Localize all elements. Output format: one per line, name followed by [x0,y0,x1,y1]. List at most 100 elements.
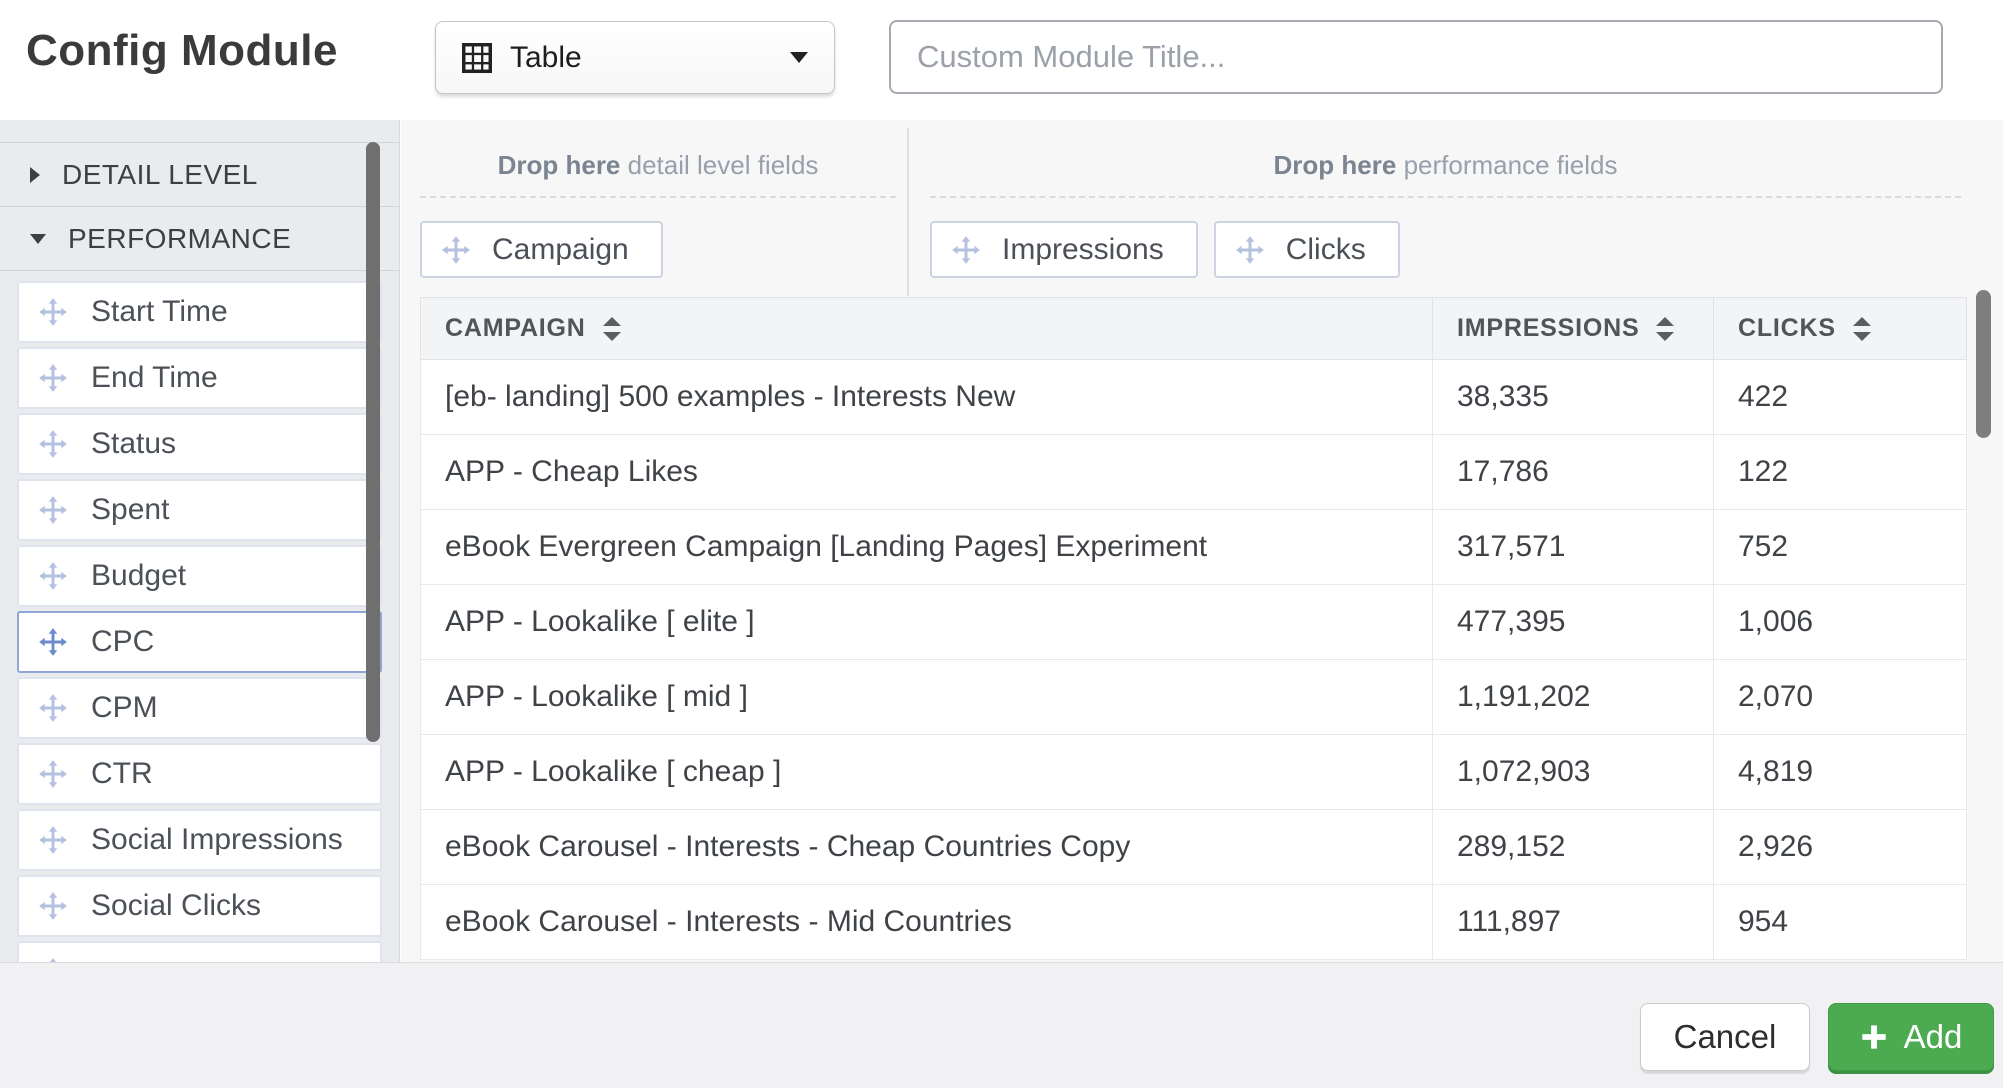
dropzone-dashed-line [420,196,896,198]
performance-dropzone[interactable]: Drop here performance fields Impressions… [930,120,1961,278]
sort-icon[interactable] [602,316,622,342]
sidebar-field-label: Social Impressions [91,823,343,856]
dropped-field-chip[interactable]: Campaign [420,221,663,278]
sidebar-field-label: Social Clicks [91,889,262,922]
sidebar-field-label: Budget [91,559,187,592]
impressions-cell: 38,335 [1432,359,1714,435]
sort-icon[interactable] [1655,316,1675,342]
clicks-cell: 1,006 [1713,584,1967,660]
clicks-cell: 422 [1713,359,1967,435]
chip-label: Clicks [1285,232,1366,266]
table-row: [eb- landing] 500 examples - Interests N… [420,359,1967,435]
sidebar-field-item[interactable]: CPM [17,677,382,739]
sidebar-field-label: CTR [91,757,153,790]
section-label: PERFORMANCE [68,222,292,254]
dialog-footer: Cancel Add [0,962,2003,1088]
sidebar-field-item[interactable]: CTR [17,743,382,805]
sidebar-field-label: Spent [91,493,170,526]
impressions-cell: 1,191,202 [1432,659,1714,735]
preview-table: CAMPAIGN IMPRESSIONS CLICKS [eb- landing… [420,297,1967,960]
impressions-cell: 17,786 [1432,434,1714,510]
sidebar-field-item[interactable]: Status [17,413,382,475]
clicks-cell: 752 [1713,509,1967,585]
table-row: APP - Lookalike [ cheap ] 1,072,903 4,819 [420,734,1967,810]
clicks-cell: 4,819 [1713,734,1967,810]
move-icon [37,692,69,724]
sidebar-section-detail-level[interactable]: DETAIL LEVEL [0,143,399,207]
fields-sidebar: DETAIL LEVEL PERFORMANCE Start Time End … [0,120,400,962]
page-title: Config Module [26,26,338,75]
sort-icon[interactable] [1852,316,1872,342]
impressions-cell: 477,395 [1432,584,1714,660]
chip-label: Campaign [492,232,629,266]
move-icon [440,234,472,266]
custom-module-title-input[interactable] [889,20,1943,94]
campaign-cell: [eb- landing] 500 examples - Interests N… [420,359,1433,435]
sidebar-field-label: CPM [91,691,158,724]
sidebar-field-item[interactable]: End Time [17,347,382,409]
table-column-header[interactable]: CLICKS [1713,297,1967,360]
move-icon [37,956,69,962]
table-row: APP - Cheap Likes 17,786 122 [420,434,1967,510]
clicks-cell: 954 [1713,884,1967,960]
impressions-cell: 317,571 [1432,509,1714,585]
table-row: APP - Lookalike [ elite ] 477,395 1,006 [420,584,1967,660]
clicks-cell: 122 [1713,434,1967,510]
module-type-value: Table [510,40,582,74]
table-body: [eb- landing] 500 examples - Interests N… [420,359,1967,960]
sidebar-field-label: Status [91,427,177,460]
campaign-cell: eBook Carousel - Interests - Cheap Count… [420,809,1433,885]
detail-level-dropzone[interactable]: Drop here detail level fields Campaign [420,120,896,278]
impressions-cell: 1,072,903 [1432,734,1714,810]
clicks-cell: 2,926 [1713,809,1967,885]
table-column-header[interactable]: CAMPAIGN [420,297,1433,360]
dropzone-chips: Impressions Clicks [930,198,1961,278]
move-icon [37,428,69,460]
impressions-cell: 111,897 [1432,884,1714,960]
clicks-cell: 2,070 [1713,659,1967,735]
add-button[interactable]: Add [1828,1003,1994,1071]
dropzone-label: Drop here performance fields [1273,150,1618,180]
dialog-header: Config Module Table [0,0,2003,120]
sidebar-field-item-partial[interactable] [17,941,382,962]
dropped-field-chip[interactable]: Clicks [1213,221,1400,278]
module-type-select[interactable]: Table [435,21,835,94]
move-icon [37,824,69,856]
dropzone-chips: Campaign [420,198,896,278]
dropzone-divider [907,128,909,296]
table-row: eBook Evergreen Campaign [Landing Pages]… [420,509,1967,585]
sidebar-field-label: Start Time [91,295,228,328]
plus-icon [1860,1023,1888,1051]
campaign-cell: APP - Cheap Likes [420,434,1433,510]
move-icon [950,234,982,266]
sidebar-section-performance[interactable]: PERFORMANCE [0,207,399,271]
chevron-right-icon [30,166,40,183]
field-list: Start Time End Time Status Spent Budget … [0,271,399,962]
sidebar-field-item[interactable]: Spent [17,479,382,541]
campaign-cell: APP - Lookalike [ cheap ] [420,734,1433,810]
sidebar-field-label: CPC [91,625,155,658]
sidebar-field-item[interactable]: CPC [17,611,382,673]
dropped-field-chip[interactable]: Impressions [930,221,1198,278]
sidebar-field-item[interactable]: Social Clicks [17,875,382,937]
move-icon [37,494,69,526]
sidebar-field-item[interactable]: Budget [17,545,382,607]
campaign-cell: APP - Lookalike [ mid ] [420,659,1433,735]
cancel-button[interactable]: Cancel [1640,1003,1810,1071]
column-header-label: CAMPAIGN [445,314,586,342]
sidebar-field-item[interactable]: Start Time [17,281,382,343]
caret-down-icon [790,52,808,63]
table-column-header[interactable]: IMPRESSIONS [1432,297,1714,360]
move-icon [1234,234,1266,266]
move-icon [37,758,69,790]
impressions-cell: 289,152 [1432,809,1714,885]
sidebar-scrollbar-thumb[interactable] [366,142,380,742]
table-row: APP - Lookalike [ mid ] 1,191,202 2,070 [420,659,1967,735]
sidebar-field-item[interactable]: Social Impressions [17,809,382,871]
dropzone-dashed-line [930,196,1961,198]
table-header-row: CAMPAIGN IMPRESSIONS CLICKS [420,297,1967,360]
table-scrollbar-thumb[interactable] [1976,290,1991,438]
column-header-label: CLICKS [1738,314,1836,342]
move-icon [37,296,69,328]
table-grid-icon [462,42,492,73]
